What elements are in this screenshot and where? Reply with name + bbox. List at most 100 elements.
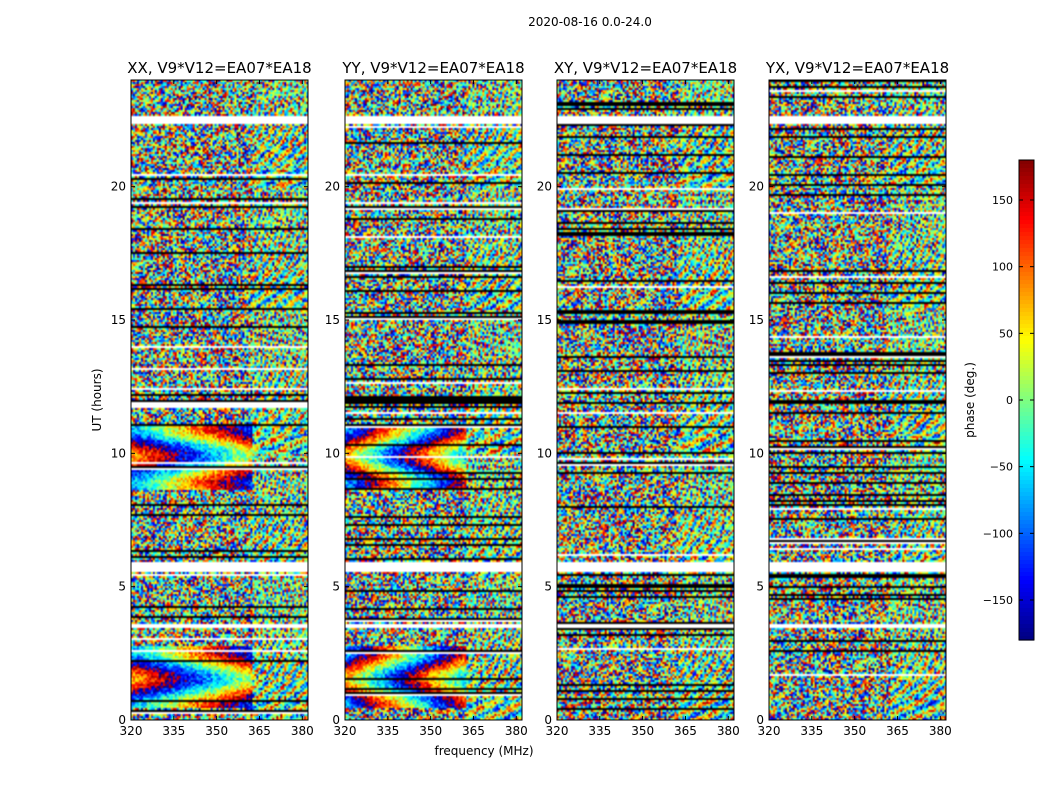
panel-title: XY, V9*V12=EA07*EA18 (554, 59, 737, 77)
colorbar-swatch (1019, 364, 1034, 369)
y-tick-label: 10 (111, 446, 126, 460)
colorbar-swatch (1019, 220, 1034, 225)
colorbar-tick-label: 100 (992, 261, 1013, 274)
y-tick-label: 10 (325, 446, 340, 460)
colorbar-swatch (1019, 636, 1034, 641)
colorbar-swatch (1019, 496, 1034, 501)
colorbar-swatch (1019, 436, 1034, 441)
y-tick-label: 5 (756, 580, 764, 594)
y-tick-label: 15 (111, 313, 126, 327)
colorbar-swatch (1019, 176, 1034, 181)
colorbar-swatch (1019, 560, 1034, 565)
colorbar-swatch (1019, 464, 1034, 469)
y-tick-label: 5 (118, 580, 126, 594)
colorbar-swatch (1019, 300, 1034, 305)
colorbar-swatch (1019, 500, 1034, 505)
colorbar-swatch (1019, 536, 1034, 541)
colorbar-swatch (1019, 376, 1034, 381)
x-axis-label: frequency (MHz) (434, 744, 533, 758)
colorbar-swatch (1019, 212, 1034, 217)
y-tick-label: 5 (544, 580, 552, 594)
x-tick-label: 380 (929, 724, 952, 738)
colorbar-swatch (1019, 256, 1034, 261)
colorbar-swatch (1019, 264, 1034, 269)
colorbar-tick-label: −100 (983, 527, 1013, 540)
colorbar-swatch (1019, 228, 1034, 233)
colorbar-swatch (1019, 404, 1034, 409)
x-tick-label: 365 (462, 724, 485, 738)
colorbar-swatch (1019, 452, 1034, 457)
x-tick-label: 320 (120, 724, 143, 738)
colorbar-swatch (1019, 352, 1034, 357)
colorbar-swatch (1019, 584, 1034, 589)
colorbar-ticks: 150 100 50 0 −50 −100 −150 (983, 194, 1034, 607)
colorbar-swatch (1019, 440, 1034, 445)
colorbar-swatch (1019, 444, 1034, 449)
x-tick-label: 350 (419, 724, 442, 738)
colorbar-swatch (1019, 448, 1034, 453)
colorbar-swatch (1019, 232, 1034, 237)
x-tick-label: 380 (717, 724, 740, 738)
colorbar-swatch (1019, 348, 1034, 353)
colorbar-swatch (1019, 532, 1034, 537)
colorbar-swatch (1019, 484, 1034, 489)
y-tick-label: 20 (111, 180, 126, 194)
colorbar-swatch (1019, 492, 1034, 497)
colorbar-swatch (1019, 600, 1034, 605)
colorbar-swatch (1019, 504, 1034, 509)
colorbar-swatch (1019, 624, 1034, 629)
colorbar-swatch (1019, 380, 1034, 385)
y-axis-label: UT (hours) (90, 368, 104, 431)
colorbar-swatch (1019, 588, 1034, 593)
colorbar-tick-label: −50 (990, 461, 1013, 474)
colorbar-swatch (1019, 192, 1034, 197)
colorbar-swatch (1019, 244, 1034, 249)
colorbar-swatch (1019, 328, 1034, 333)
colorbar-swatch (1019, 420, 1034, 425)
colorbar-swatch (1019, 552, 1034, 557)
x-tick-label: 365 (886, 724, 909, 738)
colorbar-swatch (1019, 336, 1034, 341)
colorbar-tick-label: 50 (999, 327, 1013, 340)
panel-2: YY, V9*V12=EA07*EA18 320 335 350 365 380 0 5 10 1… (325, 59, 528, 738)
colorbar-swatch (1019, 416, 1034, 421)
x-tick-label: 365 (248, 724, 271, 738)
colorbar-swatch (1019, 288, 1034, 293)
colorbar-swatch (1019, 224, 1034, 229)
colorbar-swatch (1019, 460, 1034, 465)
panel-1: XX, V9*V12=EA07*EA18 320 335 350 365 380 0 5 10 1… (111, 59, 314, 738)
colorbar-swatch (1019, 360, 1034, 365)
colorbar-swatch (1019, 292, 1034, 297)
phase-heatmap (345, 80, 522, 720)
x-tick-label: 335 (162, 724, 185, 738)
colorbar-swatch (1019, 392, 1034, 397)
y-tick-label: 5 (332, 580, 340, 594)
colorbar: 150 100 50 0 −50 −100 −150 phase (deg.) (963, 159, 1035, 641)
colorbar-tick-label: −150 (983, 594, 1013, 607)
y-tick-label: 20 (537, 180, 552, 194)
colorbar-swatch (1019, 324, 1034, 329)
x-tick-label: 380 (291, 724, 314, 738)
colorbar-swatch (1019, 272, 1034, 277)
colorbar-swatch (1019, 196, 1034, 201)
colorbar-swatch (1019, 424, 1034, 429)
colorbar-swatch (1019, 408, 1034, 413)
panel-frame (344, 79, 523, 721)
colorbar-swatch (1019, 260, 1034, 265)
colorbar-tick-label: 0 (1006, 394, 1013, 407)
colorbar-swatch (1019, 216, 1034, 221)
colorbar-swatch (1019, 508, 1034, 513)
x-tick-label: 350 (631, 724, 654, 738)
y-tick-label: 10 (537, 446, 552, 460)
x-tick-label: 365 (674, 724, 697, 738)
colorbar-swatch (1019, 576, 1034, 581)
colorbar-swatch (1019, 204, 1034, 209)
colorbar-swatch (1019, 520, 1034, 525)
colorbar-swatch (1019, 236, 1034, 241)
colorbar-swatch (1019, 332, 1034, 337)
colorbar-swatch (1019, 564, 1034, 569)
x-tick-label: 350 (843, 724, 866, 738)
y-tick-label: 0 (332, 713, 340, 727)
colorbar-swatch (1019, 592, 1034, 597)
